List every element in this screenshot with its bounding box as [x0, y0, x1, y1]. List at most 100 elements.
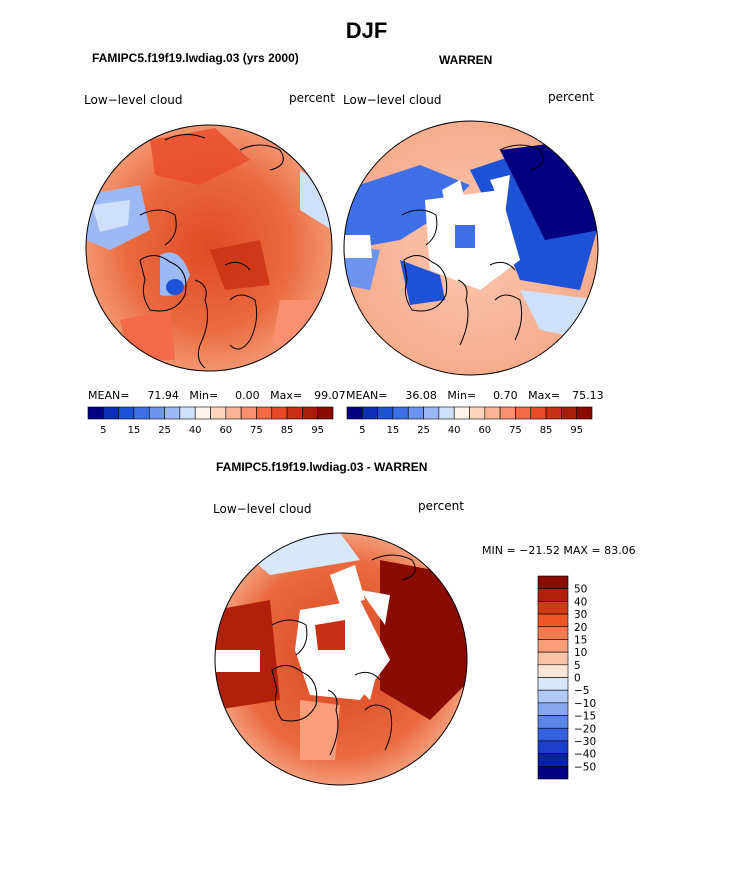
colorbar-diff-tick-label: −50: [574, 761, 596, 773]
colorbar-panel2-swatch: [545, 406, 562, 420]
colorbar-panel2-swatch: [453, 406, 470, 420]
colorbar-panel2-swatch: [392, 406, 409, 420]
colorbar-panel1-swatch: [302, 406, 318, 420]
colorbar-diff-tick-label: 15: [574, 634, 587, 646]
colorbar-diff-tick-label: −15: [574, 711, 596, 723]
colorbar-panel2-swatch: [576, 406, 593, 420]
panel3-variable-label: Low−level cloud: [213, 502, 312, 516]
colorbar-panel2-swatch: [377, 406, 394, 420]
colorbar-panel2-swatch: [438, 406, 455, 420]
colorbar-diff-swatch: [537, 727, 569, 742]
colorbar-panel2-tick-label: 60: [478, 425, 491, 436]
colorbar-diff-tick-label: 40: [574, 596, 587, 608]
colorbar-diff-swatch: [537, 626, 569, 640]
colorbar-diff-swatch: [537, 651, 569, 666]
colorbar-panel1: 5 15 25 40 60 75 85 95: [87, 406, 334, 436]
colorbar-diff-tick-label: 30: [574, 609, 587, 621]
panel2-variable-label: Low−level cloud: [343, 93, 442, 107]
colorbar-panel1-swatch: [317, 406, 334, 420]
colorbar-diff-swatch: [537, 588, 569, 602]
panel1-variable-label: Low−level cloud: [84, 93, 183, 107]
panel1-title: FAMIPC5.f19f19.lwdiag.03 (yrs 2000): [92, 51, 299, 65]
colorbar-diff-swatch: [537, 639, 569, 653]
colorbar-diff-swatch: [537, 715, 569, 729]
colorbar-panel2-swatch: [362, 406, 378, 420]
colorbar-panel1-swatch: [271, 406, 288, 420]
panel3-title: FAMIPC5.f19f19.lwdiag.03 - WARREN: [216, 460, 428, 474]
colorbar-panel2-tick-label: 25: [417, 425, 430, 436]
colorbar-panel1-swatch: [179, 406, 196, 420]
panel2-stats: MEAN= 36.08 Min= 0.70 Max= 75.13: [346, 389, 604, 402]
colorbar-panel1-swatch: [240, 406, 257, 420]
panel3-minmax: MIN = −21.52 MAX = 83.06: [482, 544, 636, 557]
colorbar-panel1-tick-label: 5: [100, 425, 106, 436]
panel3-units-label: percent: [418, 499, 464, 513]
colorbar-diff-swatch: [537, 575, 569, 589]
colorbar-panel1-tick-label: 95: [311, 425, 324, 436]
colorbar-diff-tick-label: −5: [574, 685, 589, 697]
colorbar-panel1-swatch: [87, 406, 104, 420]
colorbar-diff-swatch: [537, 677, 569, 691]
colorbar-panel1-swatch: [256, 406, 273, 420]
colorbar-diff-swatch: [537, 702, 569, 716]
colorbar-diff-tick-label: 20: [574, 622, 587, 634]
colorbar-panel2-swatch: [515, 406, 532, 420]
colorbar-panel2-swatch: [346, 406, 363, 420]
colorbar-diff-tick-label: −30: [574, 736, 596, 748]
panel2-units-label: percent: [548, 90, 594, 104]
colorbar-panel2-swatch: [484, 406, 501, 420]
colorbar-panel2-tick-label: 75: [509, 425, 522, 436]
colorbar-diff-swatch: [537, 740, 569, 754]
colorbar-panel1-tick-label: 15: [128, 425, 141, 436]
colorbar-diff-swatch: [537, 601, 569, 615]
colorbar-panel1-tick-label: 40: [189, 425, 202, 436]
colorbar-diff-tick-label: 0: [574, 673, 581, 685]
colorbar-panel1-swatch: [148, 406, 165, 420]
colorbar-panel2-swatch: [407, 406, 424, 420]
colorbar-panel1-tick-label: 75: [250, 425, 263, 436]
colorbar-panel2-tick-label: 40: [448, 425, 461, 436]
colorbar-diff-swatch: [537, 664, 569, 678]
colorbar-panel1-swatch: [103, 406, 119, 420]
colorbar-diff-tick-label: 50: [574, 584, 587, 596]
colorbar-panel1-tick-label: 60: [219, 425, 232, 436]
colorbar-diff-swatch: [537, 766, 569, 780]
colorbar-diff-tick-label: 5: [574, 660, 581, 672]
colorbar-panel1-swatch: [164, 406, 181, 420]
colorbar-panel1-swatch: [194, 406, 211, 420]
colorbar-panel2: 5 15 25 40 60 75 85 95: [346, 406, 593, 436]
colorbar-panel1-swatch: [210, 406, 227, 420]
colorbar-panel2-tick-label: 85: [540, 425, 553, 436]
panel2-title: WARREN: [439, 53, 493, 67]
colorbar-panel2-tick-label: 95: [570, 425, 583, 436]
colorbar-diff-swatch: [537, 689, 569, 704]
colorbar-panel1-swatch: [225, 406, 242, 420]
colorbar-panel1-swatch: [118, 406, 135, 420]
colorbar-panel2-swatch: [469, 406, 486, 420]
panel2-map: [343, 120, 599, 376]
panel3-map: [214, 532, 468, 786]
colorbar-panel1-swatch: [286, 406, 303, 420]
panel1-stats: MEAN= 71.94 Min= 0.00 Max= 99.07: [88, 389, 346, 402]
colorbar-panel1-tick-label: 85: [281, 425, 294, 436]
colorbar-panel1-tick-label: 25: [158, 425, 171, 436]
colorbar-diff-swatch: [537, 753, 569, 767]
colorbar-panel2-tick-label: 15: [387, 425, 400, 436]
panel1-map: [85, 124, 333, 372]
panel1-units-label: percent: [289, 91, 335, 105]
colorbar-diff-tick-label: −10: [574, 698, 596, 710]
colorbar-panel2-tick-label: 5: [359, 425, 365, 436]
colorbar-panel2-swatch: [499, 406, 516, 420]
colorbar-diff-tick-label: −20: [574, 723, 596, 735]
colorbar-panel2-swatch: [530, 406, 547, 420]
colorbar-panel2-swatch: [561, 406, 577, 420]
page-title: DJF: [345, 18, 388, 43]
colorbar-diff-tick-label: 10: [574, 647, 587, 659]
colorbar-panel2-swatch: [423, 406, 440, 420]
colorbar-panel1-swatch: [133, 406, 150, 420]
colorbar-diff-tick-label: −40: [574, 749, 596, 761]
colorbar-diff-swatch: [537, 613, 569, 628]
